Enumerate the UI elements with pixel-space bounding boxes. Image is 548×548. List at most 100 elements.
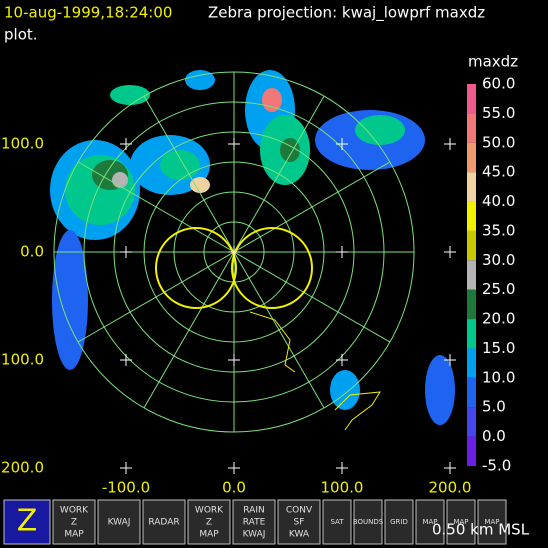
y-label: 100.0 <box>1 351 44 369</box>
toolbar-icon[interactable] <box>232 499 276 545</box>
grid-cross <box>120 462 132 474</box>
colorbar-swatch <box>467 377 476 408</box>
toolbar-icon[interactable] <box>52 499 96 545</box>
toolbar-icon[interactable] <box>353 499 383 545</box>
toolbar-icon[interactable] <box>142 499 186 545</box>
colorbar-swatch <box>467 113 476 143</box>
x-label: -100.0 <box>102 479 150 497</box>
colorbar-swatch <box>467 319 476 349</box>
grid-cross <box>336 462 348 474</box>
range-rings <box>53 71 415 433</box>
coverage-circles <box>155 227 381 431</box>
colorbar-swatch <box>467 201 476 231</box>
icon-label: KWAJ <box>243 530 266 540</box>
grid-cross <box>120 246 132 258</box>
icon-label: KWA <box>289 530 310 540</box>
colorbar-swatch <box>467 142 476 173</box>
spoke <box>143 251 235 409</box>
grid-cross <box>120 354 132 366</box>
spoke <box>77 161 235 253</box>
spoke <box>233 161 391 253</box>
colorbar-swatch <box>467 172 476 202</box>
colorbar-swatch <box>467 260 476 290</box>
toolbar-icon[interactable] <box>415 499 445 545</box>
grid-cross <box>336 354 348 366</box>
y-label: 0.0 <box>20 243 44 261</box>
grid-cross <box>120 138 132 150</box>
colorbar-label: 20.0 <box>482 310 515 328</box>
colorbar-swatch <box>467 407 476 437</box>
grid-cross <box>444 354 456 366</box>
colorbar-label: 55.0 <box>482 104 515 122</box>
time: 10-aug-1999,18:24:00 <box>4 4 172 22</box>
colorbar-label: 50.0 <box>482 133 515 151</box>
icon-label: RAIN <box>243 506 264 516</box>
icon-label: SAT <box>330 518 344 526</box>
echoes <box>50 70 455 425</box>
grid-cross <box>444 246 456 258</box>
icon-label: SF <box>294 518 305 528</box>
icon-label: RADAR <box>148 518 179 528</box>
icon-label: MAP <box>453 518 468 526</box>
grid-cross <box>228 462 240 474</box>
spoke <box>233 251 391 343</box>
colorbar-label: 5.0 <box>482 398 506 416</box>
grid-cross <box>444 138 456 150</box>
icon-label: MAP <box>199 530 219 540</box>
icon-label: Z <box>71 518 77 528</box>
icon-label: Z <box>206 518 212 528</box>
toolbar-icon[interactable] <box>277 499 321 545</box>
colorbar-label: 25.0 <box>482 280 515 298</box>
toolbar: Z WORK Z MAP KWAJ RADAR WORK Z MAP RAIN RATE KWAJ CO… <box>0 496 548 548</box>
colorbar-label: 35.0 <box>482 221 515 239</box>
icon-label: CONV <box>286 506 313 516</box>
icon-label: MAP <box>64 530 84 540</box>
colorbar-label: 45.0 <box>482 163 515 181</box>
colorbar-label: 0.0 <box>482 427 506 445</box>
icon-label: RATE <box>243 518 266 528</box>
y-label: 100.0 <box>1 135 44 153</box>
grid-cross <box>336 246 348 258</box>
colorbar-swatch <box>467 436 476 466</box>
colorbar-swatch <box>467 348 476 378</box>
colorbar-label: 15.0 <box>482 339 515 357</box>
grid-cross <box>228 246 240 258</box>
icon-label: WORK <box>195 506 224 516</box>
grid-cross <box>444 462 456 474</box>
icon-label: Z <box>17 504 38 539</box>
icon-label: BOUNDS <box>353 518 384 526</box>
altitude: 0.50 km MSL <box>432 521 530 539</box>
grid-cross <box>228 138 240 150</box>
colorbar-swatch <box>467 84 476 114</box>
x-label: 200.0 <box>429 479 472 497</box>
title-cont: plot. <box>4 26 38 44</box>
colorbar-label: 30.0 <box>482 251 515 269</box>
colorbar-label: 60.0 <box>482 75 515 93</box>
toolbar-icon[interactable] <box>3 499 51 545</box>
x-label: 100.0 <box>321 479 364 497</box>
spoke <box>143 95 235 253</box>
icon-label: MAP <box>422 518 437 526</box>
y-label: 200.0 <box>1 459 44 477</box>
x-label: 0.0 <box>222 479 246 497</box>
colorbar-label: 40.0 <box>482 192 515 210</box>
toolbar-icon[interactable] <box>187 499 231 545</box>
spoke <box>233 95 325 253</box>
grid-cross <box>336 138 348 150</box>
spoke <box>233 251 325 409</box>
icon-label: WORK <box>60 506 89 516</box>
icon-label: MAP <box>484 518 499 526</box>
toolbar-icon[interactable] <box>384 499 414 545</box>
colorbar-label: 10.0 <box>482 368 515 386</box>
colorbar-title: maxdz <box>468 53 518 71</box>
toolbar-icon[interactable] <box>322 499 352 545</box>
title: Zebra projection: kwaj_lowprf maxdz <box>208 4 485 23</box>
colorbar-swatch <box>467 289 476 320</box>
icon-label: KWAJ <box>108 518 131 528</box>
icon-label: GRID <box>390 518 408 526</box>
toolbar-icon[interactable] <box>446 499 476 545</box>
toolbar-icon[interactable] <box>477 499 507 545</box>
toolbar-icon[interactable] <box>97 499 141 545</box>
colorbar-swatch <box>467 230 476 261</box>
